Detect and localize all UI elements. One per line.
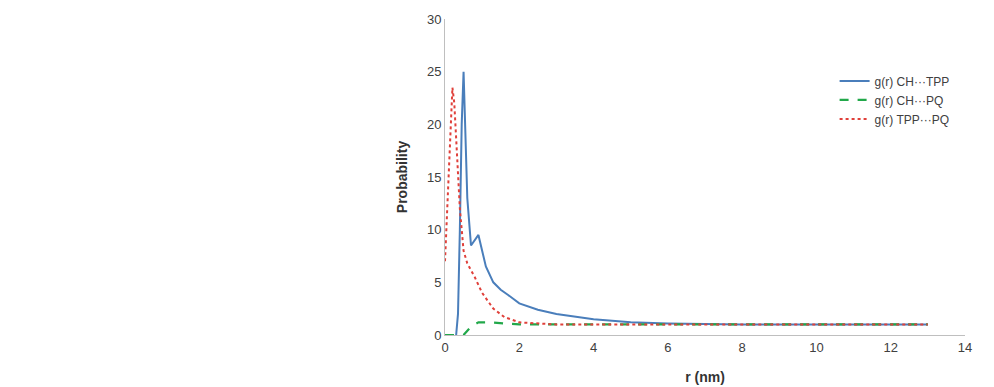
svg-text:10: 10	[427, 222, 441, 237]
svg-text:12: 12	[883, 340, 897, 355]
svg-text:8: 8	[739, 340, 746, 355]
svg-text:2: 2	[516, 340, 523, 355]
svg-text:10: 10	[809, 340, 823, 355]
svg-text:0: 0	[441, 340, 448, 355]
svg-text:14: 14	[958, 340, 972, 355]
svg-text:25: 25	[427, 64, 441, 79]
svg-text:20: 20	[427, 117, 441, 132]
svg-text:30: 30	[427, 12, 441, 27]
svg-text:g(r) CH···PQ: g(r) CH···PQ	[875, 94, 944, 108]
svg-text:15: 15	[427, 170, 441, 185]
svg-text:g(r) TPP···PQ: g(r) TPP···PQ	[875, 113, 949, 127]
svg-text:r (nm): r (nm)	[685, 369, 725, 385]
svg-text:6: 6	[664, 340, 671, 355]
svg-text:4: 4	[590, 340, 597, 355]
svg-text:g(r) CH···TPP: g(r) CH···TPP	[875, 75, 950, 89]
svg-text:0: 0	[434, 328, 441, 343]
svg-text:5: 5	[434, 275, 441, 290]
svg-text:Probability: Probability	[394, 141, 410, 214]
